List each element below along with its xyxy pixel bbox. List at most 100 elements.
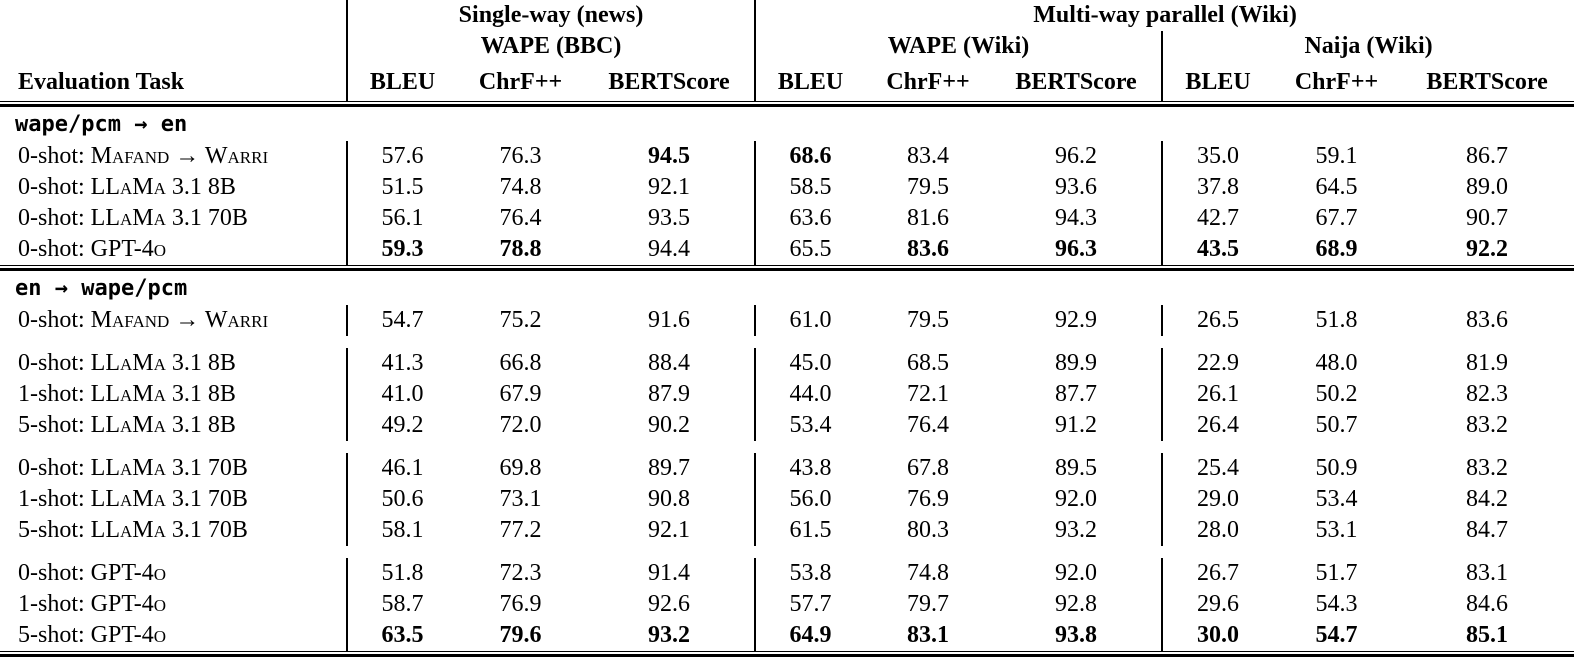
- header-evaluation-task: Evaluation Task: [18, 69, 185, 95]
- score-cell: 94.4: [648, 236, 690, 262]
- score-cell: 67.8: [907, 455, 950, 481]
- score-cell: 87.7: [1055, 381, 1098, 407]
- header-subgroup-naija-wiki: Naija (Wiki): [1161, 31, 1574, 61]
- row-label-prefix: 0-shot:: [18, 236, 91, 262]
- rule-divider: [0, 265, 1574, 271]
- section-title: wape/pcm → en: [15, 111, 188, 137]
- score-cell: 51.8: [1315, 307, 1358, 333]
- table-row: 0-shot: Mafand → Warri 57.6 76.3 94.5 68…: [0, 141, 1574, 172]
- score-cell: 75.2: [499, 307, 542, 333]
- row-label: 1-shot: LLaMa 3.1 70B: [0, 484, 347, 515]
- score-cell: 58.1: [346, 515, 457, 546]
- score-cell: 54.3: [1315, 591, 1358, 617]
- row-label-model: GPT-4o: [90, 236, 167, 262]
- header-group-single-way-news: Single-way (news): [345, 0, 756, 31]
- row-label-model: GPT-4o: [90, 622, 167, 648]
- score-cell: 84.7: [1466, 517, 1509, 543]
- row-label: 0-shot: GPT-4o: [0, 558, 347, 589]
- score-cell: 90.2: [648, 412, 690, 438]
- score-cell: 83.6: [907, 236, 950, 262]
- score-cell: 46.1: [346, 453, 457, 484]
- rule-divider: [0, 101, 1574, 107]
- row-label-model: GPT-4o: [90, 560, 167, 586]
- row-label: 5-shot: LLaMa 3.1 70B: [0, 515, 347, 546]
- score-cell: 29.6: [1161, 589, 1274, 620]
- score-cell: 92.0: [1055, 560, 1098, 586]
- score-cell: 92.2: [1466, 236, 1509, 262]
- score-cell: 53.4: [754, 410, 866, 441]
- score-cell: 86.7: [1466, 143, 1509, 169]
- score-cell: 91.2: [1055, 412, 1098, 438]
- table-row: 1-shot: LLaMa 3.1 8B 41.0 67.9 87.9 44.0…: [0, 379, 1574, 410]
- table-row: 0-shot: Mafand → Warri 54.7 75.2 91.6 61…: [0, 305, 1574, 336]
- score-cell: 91.4: [648, 560, 690, 586]
- score-cell: 94.3: [1055, 205, 1098, 231]
- score-cell: 49.2: [346, 410, 457, 441]
- score-cell: 50.2: [1315, 381, 1358, 407]
- score-cell: 89.5: [1055, 455, 1098, 481]
- score-cell: 83.1: [907, 622, 950, 648]
- score-cell: 91.6: [648, 307, 690, 333]
- score-cell: 92.1: [648, 174, 690, 200]
- row-label: 0-shot: LLaMa 3.1 8B: [0, 348, 347, 379]
- score-cell: 59.1: [1315, 143, 1358, 169]
- row-label-model: Mafand → Warri: [90, 307, 269, 333]
- row-label-prefix: 1-shot:: [18, 486, 91, 512]
- score-cell: 56.0: [754, 484, 866, 515]
- score-cell: 83.4: [907, 143, 950, 169]
- row-label-prefix: 5-shot:: [18, 517, 91, 543]
- score-cell: 43.8: [754, 453, 866, 484]
- score-cell: 63.5: [346, 620, 457, 652]
- score-cell: 68.6: [754, 141, 866, 172]
- row-label-prefix: 5-shot:: [18, 412, 91, 438]
- score-cell: 64.5: [1315, 174, 1358, 200]
- score-cell: 88.4: [648, 350, 690, 376]
- row-spacer: [0, 336, 1574, 348]
- score-cell: 51.7: [1315, 560, 1358, 586]
- score-cell: 84.6: [1466, 591, 1509, 617]
- score-cell: 85.1: [1466, 622, 1509, 648]
- score-cell: 37.8: [1161, 172, 1274, 203]
- score-cell: 76.3: [499, 143, 542, 169]
- row-label-model: LLaMa 3.1 70B: [90, 486, 248, 512]
- score-cell: 57.6: [346, 141, 457, 172]
- score-cell: 83.1: [1466, 560, 1509, 586]
- score-cell: 89.9: [1055, 350, 1098, 376]
- header-metric-bertscore: BERTScore: [608, 69, 730, 95]
- score-cell: 58.7: [346, 589, 457, 620]
- row-label-model: LLaMa 3.1 8B: [90, 174, 236, 200]
- score-cell: 51.8: [346, 558, 457, 589]
- score-cell: 45.0: [754, 348, 866, 379]
- header-metric-bleu: BLEU: [1161, 61, 1274, 102]
- score-cell: 68.5: [907, 350, 950, 376]
- score-cell: 79.6: [499, 622, 542, 648]
- row-label-model: LLaMa 3.1 8B: [90, 412, 236, 438]
- table-row: 0-shot: LLaMa 3.1 70B 56.1 76.4 93.5 63.…: [0, 203, 1574, 234]
- table-row: 0-shot: GPT-4o 59.3 78.8 94.4 65.5 83.6 …: [0, 234, 1574, 266]
- row-label: 0-shot: GPT-4o: [0, 234, 347, 266]
- score-cell: 92.1: [648, 517, 690, 543]
- section-header-en-to-wape-pcm: en → wape/pcm: [0, 270, 1574, 306]
- table-row: 5-shot: LLaMa 3.1 8B 49.2 72.0 90.2 53.4…: [0, 410, 1574, 441]
- section-header-wape-pcm-to-en: wape/pcm → en: [0, 106, 1574, 142]
- header-metric-bertscore: BERTScore: [1015, 69, 1137, 95]
- score-cell: 84.2: [1466, 486, 1509, 512]
- row-label: 0-shot: LLaMa 3.1 70B: [0, 453, 347, 484]
- score-cell: 28.0: [1161, 515, 1274, 546]
- score-cell: 89.7: [648, 455, 690, 481]
- score-cell: 59.3: [346, 234, 457, 266]
- row-spacer: [0, 441, 1574, 453]
- score-cell: 53.8: [754, 558, 866, 589]
- row-label-prefix: 0-shot:: [18, 455, 91, 481]
- row-label: 1-shot: LLaMa 3.1 8B: [0, 379, 347, 410]
- row-label-prefix: 0-shot:: [18, 143, 91, 169]
- score-cell: 79.7: [907, 591, 950, 617]
- header-row-sub: WAPE (BBC) WAPE (Wiki) Naija (Wiki): [0, 31, 1574, 61]
- score-cell: 78.8: [499, 236, 542, 262]
- row-label-prefix: 0-shot:: [18, 307, 91, 333]
- score-cell: 65.5: [754, 234, 866, 266]
- row-label: 0-shot: Mafand → Warri: [0, 305, 347, 336]
- table-row: 0-shot: LLaMa 3.1 8B 41.3 66.8 88.4 45.0…: [0, 348, 1574, 379]
- header-metric-bertscore: BERTScore: [1426, 69, 1548, 95]
- score-cell: 57.7: [754, 589, 866, 620]
